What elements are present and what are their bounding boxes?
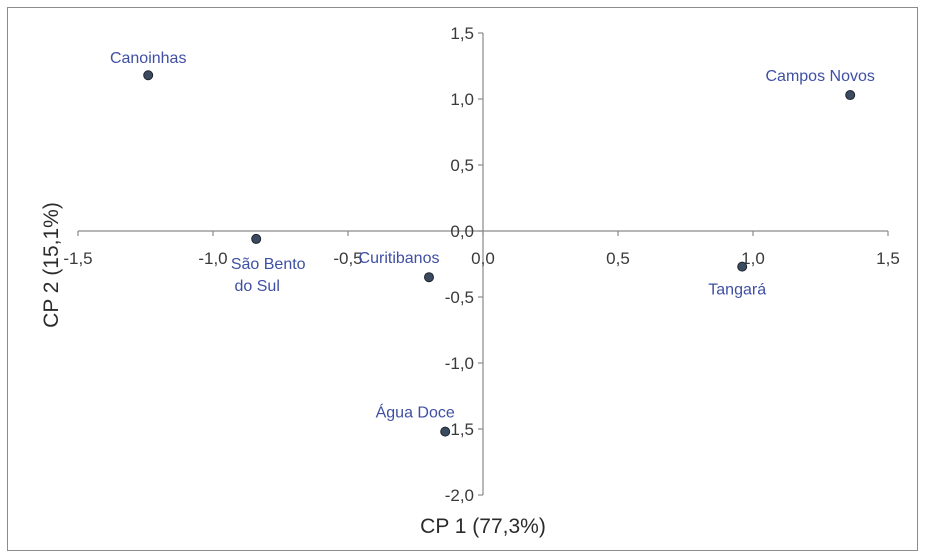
data-point: [737, 261, 748, 272]
data-point: [424, 272, 434, 283]
y-tick-label: 0,5: [450, 156, 474, 175]
point-label: Campos Novos: [766, 68, 875, 85]
data-point: [251, 233, 262, 244]
data-point: [845, 90, 856, 101]
point-label: do Sul: [235, 278, 280, 295]
data-point: [440, 426, 451, 437]
point-label: Água Doce: [376, 403, 455, 422]
y-tick-label: 0,0: [450, 222, 474, 241]
x-tick-label: -1,5: [63, 249, 92, 268]
axes: [77, 32, 889, 496]
point-label: São Bento: [231, 256, 306, 273]
y-tick-label: -0,5: [445, 288, 474, 307]
y-tick-label: -1,0: [445, 354, 474, 373]
data-point: [143, 70, 154, 81]
x-tick-label: 1,5: [876, 249, 900, 268]
y-tick-label: -2,0: [445, 486, 474, 505]
x-tick-label: -1,0: [198, 249, 227, 268]
y-tick-label: 1,5: [450, 24, 474, 43]
tick-labels: -1,5 -1,0 -0,5 0,0 0,5 1,0 1,5 -2,0 -1,5 -1,0 -0,5…: [63, 24, 899, 505]
point-label: Curitibanos: [359, 250, 440, 267]
y-tick-label: 1,0: [450, 90, 474, 109]
y-tick-label: -1,5: [445, 420, 474, 439]
data-points: Canoinhas Campos Novos São Bento do Sul Curi…: [110, 50, 875, 437]
x-tick-label: 1,0: [741, 249, 765, 268]
x-tick-label: -0,5: [333, 249, 362, 268]
point-label: Tangará: [708, 282, 766, 299]
chart-frame: [7, 7, 918, 551]
x-tick-label: 0,5: [606, 249, 630, 268]
x-tick-label: 0,0: [471, 249, 495, 268]
y-axis-title: CP 2 (15,1%): [40, 202, 63, 328]
x-axis-title: CP 1 (77,3%): [420, 515, 546, 538]
point-label: Canoinhas: [110, 50, 187, 67]
